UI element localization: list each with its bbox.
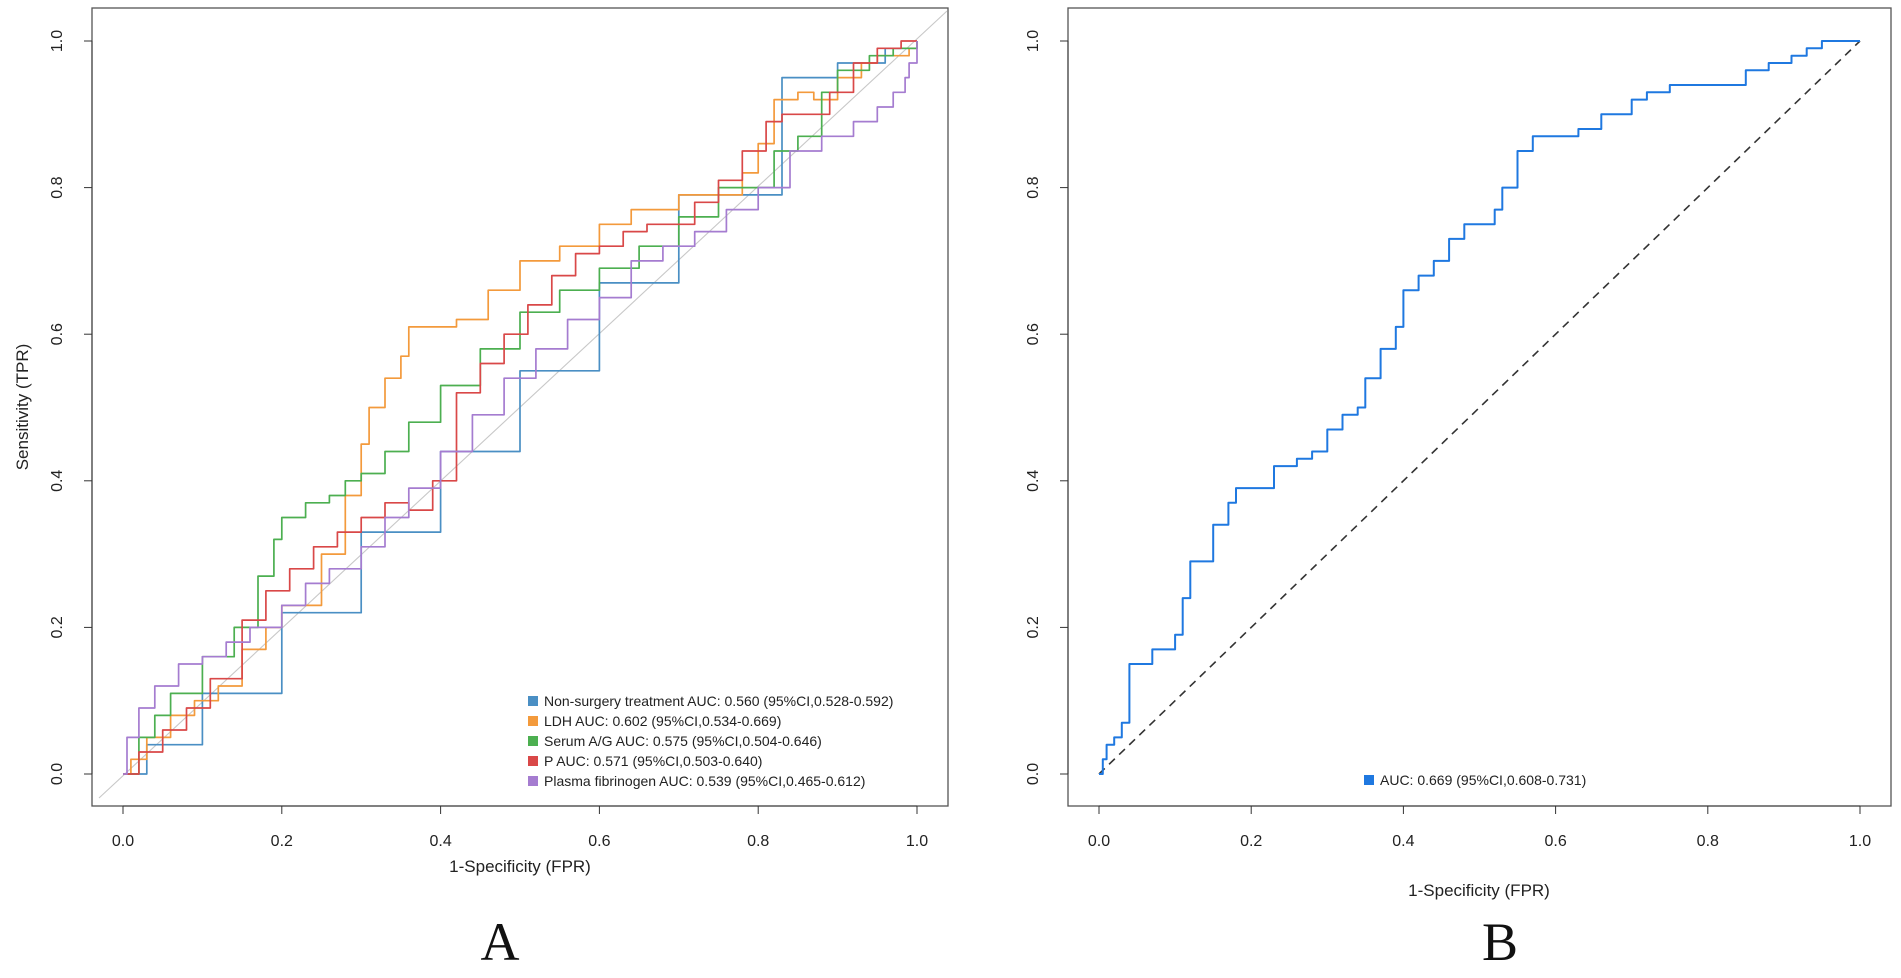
- panel-b-y-tick-label-1: 0.2: [1025, 616, 1042, 638]
- panel-b-x-tick-label-3: 0.6: [1544, 833, 1566, 850]
- panel-b-x-axis-title: 1-Specificity (FPR): [1408, 881, 1550, 900]
- panel-a-y-tick-label-0: 0.0: [49, 763, 66, 785]
- panel-b-y-tick-label-3: 0.6: [1025, 323, 1042, 345]
- panel-b-y-tick-label-2: 0.4: [1025, 470, 1042, 492]
- panel-b-x-tick-label-1: 0.2: [1240, 833, 1262, 850]
- panel-a-y-tick-label-4: 0.8: [49, 176, 66, 198]
- panel-a-x-axis-title: 1-Specificity (FPR): [449, 857, 591, 876]
- panel-a-x-tick-label-3: 0.6: [588, 833, 610, 850]
- panel-a-series-line-1: [123, 41, 918, 775]
- panel-a-legend-swatch-0: [528, 696, 538, 706]
- panel-b-x-tick-label-2: 0.4: [1392, 833, 1414, 850]
- panel-a-x-tick-label-4: 0.8: [747, 833, 769, 850]
- panel-a-x-tick-label-2: 0.4: [429, 833, 451, 850]
- panel-a-reference-diagonal: [98, 10, 948, 799]
- panel-a-x-tick-label-0: 0.0: [112, 833, 134, 850]
- panel-b-legend-label-0: AUC: 0.669 (95%CI,0.608-0.731): [1380, 772, 1586, 788]
- panel-a-legend-swatch-1: [528, 716, 538, 726]
- panel-a-chart: 0.0 0.2 0.4 0.6 0.8 1.0 0.0 0.2 0.4 0.6 0.8 1.0 Non…: [13, 7, 949, 972]
- panel-a-legend-label-4: Plasma fibrinogen AUC: 0.539 (95%CI,0.46…: [544, 773, 865, 789]
- panel-a-series-line-4: [123, 41, 918, 775]
- panel-b-legend: AUC: 0.669 (95%CI,0.608-0.731): [1364, 772, 1586, 788]
- panel-b-chart: 0.0 0.2 0.4 0.6 0.8 1.0 0.0 0.2 0.4 0.6 0.8 1.0 AUC…: [1025, 7, 1892, 972]
- panel-b-series-line-0: [1099, 40, 1860, 775]
- panel-a-series-line-3: [123, 40, 917, 775]
- panel-b-ticks: 0.0 0.2 0.4 0.6 0.8 1.0 0.0 0.2 0.4 0.6 0.8 1.0: [1025, 30, 1871, 850]
- panel-b-marks: [1098, 40, 1861, 775]
- panel-a-legend-label-3: P AUC: 0.571 (95%CI,0.503-0.640): [544, 753, 762, 769]
- panel-a-ticks: 0.0 0.2 0.4 0.6 0.8 1.0 0.0 0.2 0.4 0.6 0.8 1.0: [49, 30, 928, 850]
- panel-b-x-tick-label-0: 0.0: [1088, 833, 1110, 850]
- panel-a-y-tick-label-1: 0.2: [49, 616, 66, 638]
- panel-a-legend: Non-surgery treatment AUC: 0.560 (95%CI,…: [528, 693, 893, 789]
- panel-a-x-tick-label-5: 1.0: [906, 833, 928, 850]
- panel-a-y-tick-label-3: 0.6: [49, 323, 66, 345]
- panel-a-y-tick-label-2: 0.4: [49, 470, 66, 492]
- panel-a-label: A: [481, 912, 520, 972]
- panel-b-legend-swatch-0: [1364, 775, 1374, 785]
- panel-a-legend-label-0: Non-surgery treatment AUC: 0.560 (95%CI,…: [544, 693, 893, 709]
- panel-b-y-tick-label-0: 0.0: [1025, 763, 1042, 785]
- panel-b-y-tick-label-5: 1.0: [1025, 30, 1042, 52]
- panel-a-y-axis-title: Sensitivity (TPR): [13, 344, 32, 471]
- panel-b-y-tick-label-4: 0.8: [1025, 176, 1042, 198]
- panel-a-legend-label-1: LDH AUC: 0.602 (95%CI,0.534-0.669): [544, 713, 781, 729]
- panel-a-y-tick-label-5: 1.0: [49, 30, 66, 52]
- panel-a-legend-swatch-2: [528, 736, 538, 746]
- panel-a-legend-label-2: Serum A/G AUC: 0.575 (95%CI,0.504-0.646): [544, 733, 822, 749]
- panel-a-marks: [98, 10, 948, 799]
- panel-b-x-tick-label-5: 1.0: [1849, 833, 1871, 850]
- panel-b-label: B: [1482, 912, 1518, 972]
- panel-a-x-tick-label-1: 0.2: [271, 833, 293, 850]
- panel-a-legend-swatch-3: [528, 756, 538, 766]
- panel-a-series-line-2: [123, 41, 918, 775]
- panel-b-x-tick-label-4: 0.8: [1697, 833, 1719, 850]
- panel-a-legend-swatch-4: [528, 776, 538, 786]
